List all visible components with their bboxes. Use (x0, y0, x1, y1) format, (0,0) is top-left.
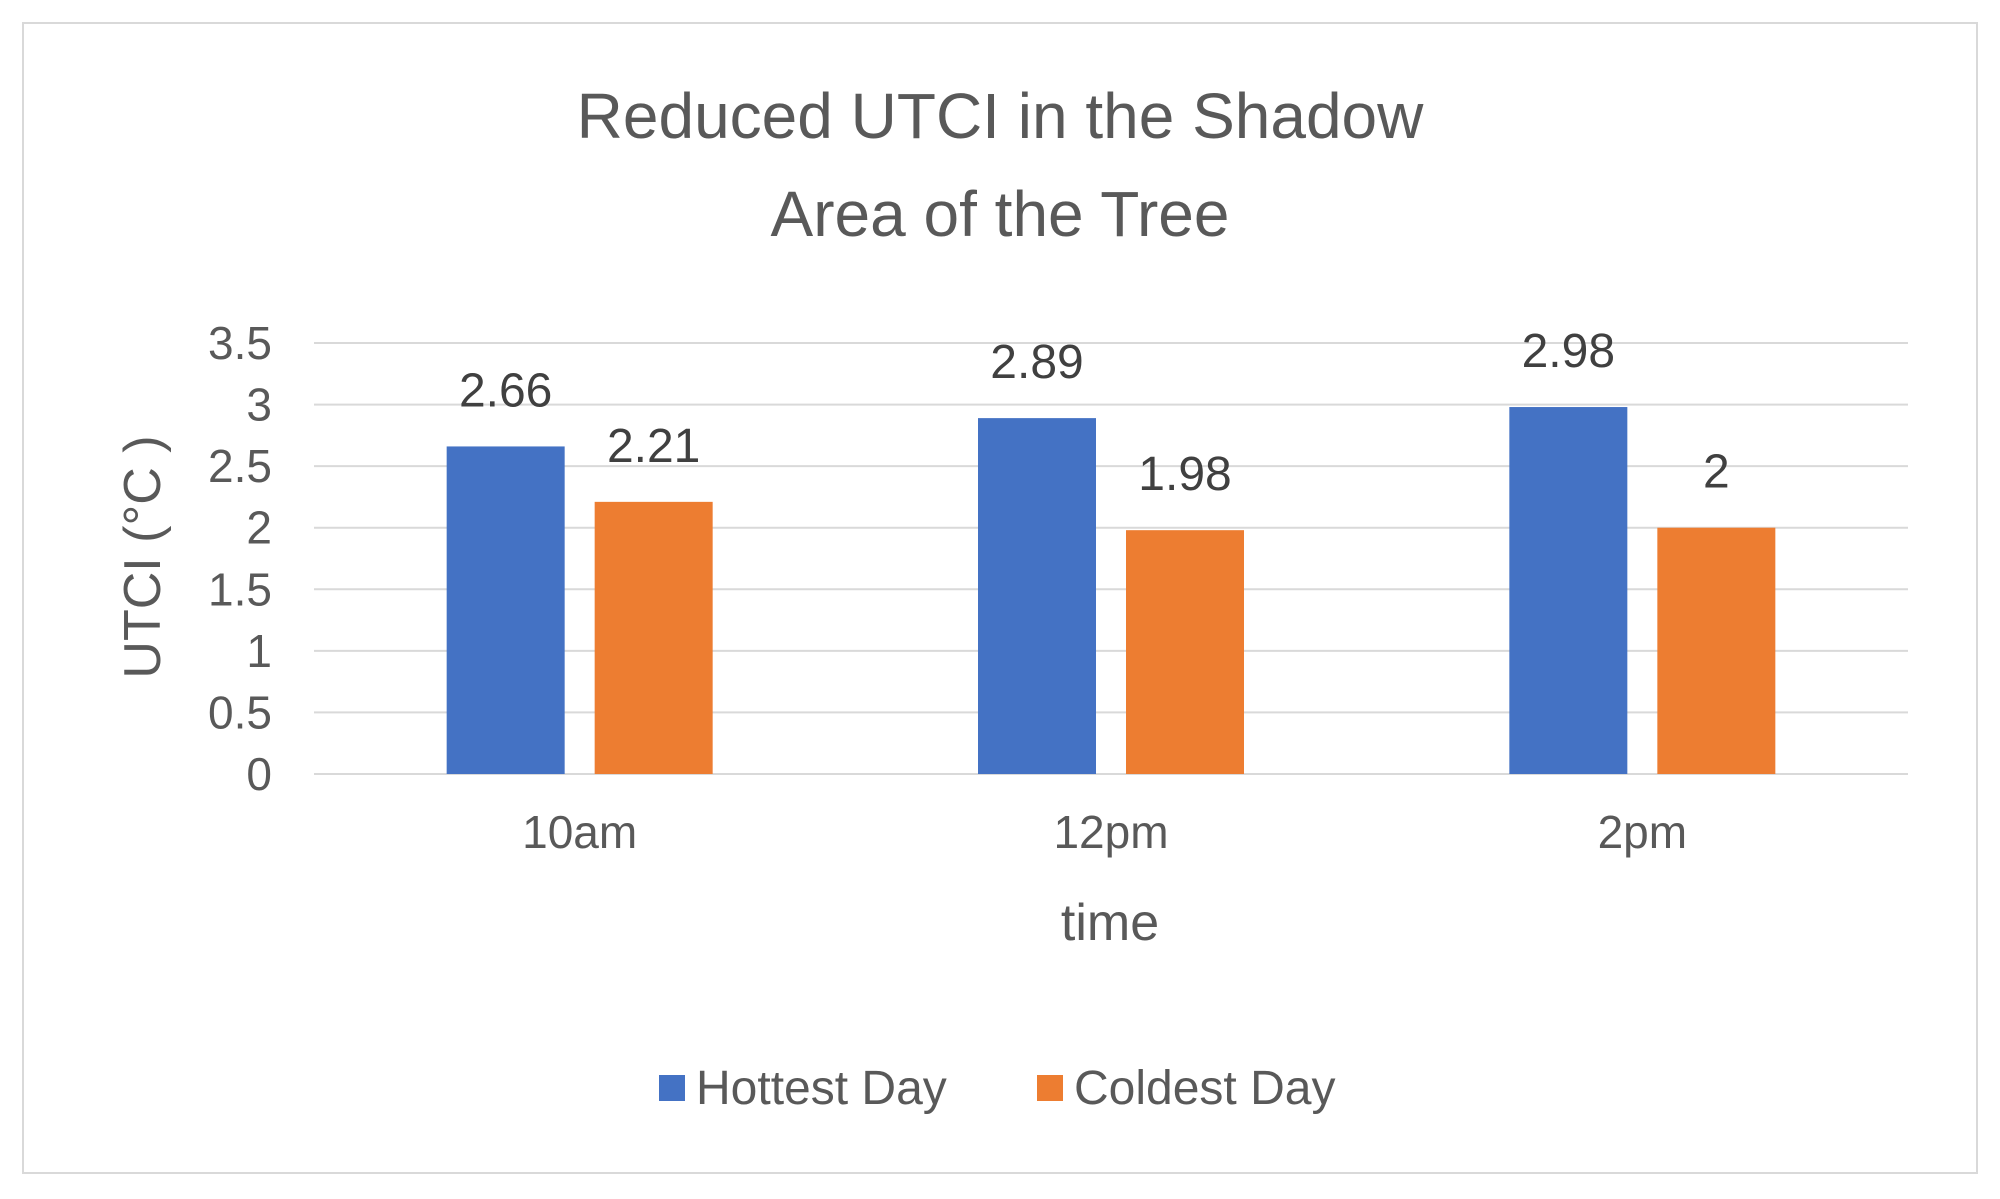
data-label: 2 (1703, 446, 1730, 499)
x-axis-ticks: 10am 12pm 2pm (522, 806, 1687, 858)
bar-coldest-day (1657, 527, 1776, 774)
data-labels: 2.66 2.21 2.89 1.98 2.98 2 (459, 325, 1730, 501)
bars (446, 407, 1776, 774)
y-tick-label: 1.5 (208, 563, 272, 615)
y-tick-label: 0.5 (208, 686, 272, 738)
x-axis-title: time (1061, 894, 1159, 952)
y-tick-label: 2.5 (208, 440, 272, 492)
data-label: 2.98 (1522, 325, 1615, 378)
x-tick-label: 12pm (1053, 806, 1168, 858)
legend-label: Hottest Day (696, 1062, 947, 1115)
x-tick-label: 10am (522, 806, 637, 858)
legend-label: Coldest Day (1074, 1062, 1335, 1115)
chart-title-line-2: Area of the Tree (771, 178, 1230, 250)
bar-coldest-day (594, 501, 713, 774)
bar-hottest-day (978, 418, 1096, 774)
legend: Hottest Day Coldest Day (659, 1062, 1335, 1115)
x-tick-label: 2pm (1598, 806, 1687, 858)
y-tick-label: 2 (246, 502, 272, 554)
chart-title-line-1: Reduced UTCI in the Shadow (577, 80, 1424, 152)
y-tick-label: 3.5 (208, 317, 272, 369)
y-tick-label: 0 (246, 748, 272, 800)
y-axis-ticks: 0 0.5 1 1.5 2 2.5 3 3.5 (208, 317, 272, 800)
bar-hottest-day (1509, 407, 1628, 774)
y-axis-title: UTCI (°C ) (114, 435, 172, 678)
bar-hottest-day (446, 446, 565, 774)
data-label: 2.66 (459, 364, 552, 417)
data-label: 2.21 (607, 420, 700, 473)
legend-swatch-coldest-day (1037, 1075, 1063, 1101)
gridlines (314, 342, 1908, 775)
y-tick-label: 1 (246, 625, 272, 677)
bar-coldest-day (1126, 530, 1244, 774)
data-label: 1.98 (1138, 448, 1231, 501)
legend-swatch-hottest-day (659, 1075, 685, 1101)
y-tick-label: 3 (246, 379, 272, 431)
data-label: 2.89 (990, 336, 1083, 389)
